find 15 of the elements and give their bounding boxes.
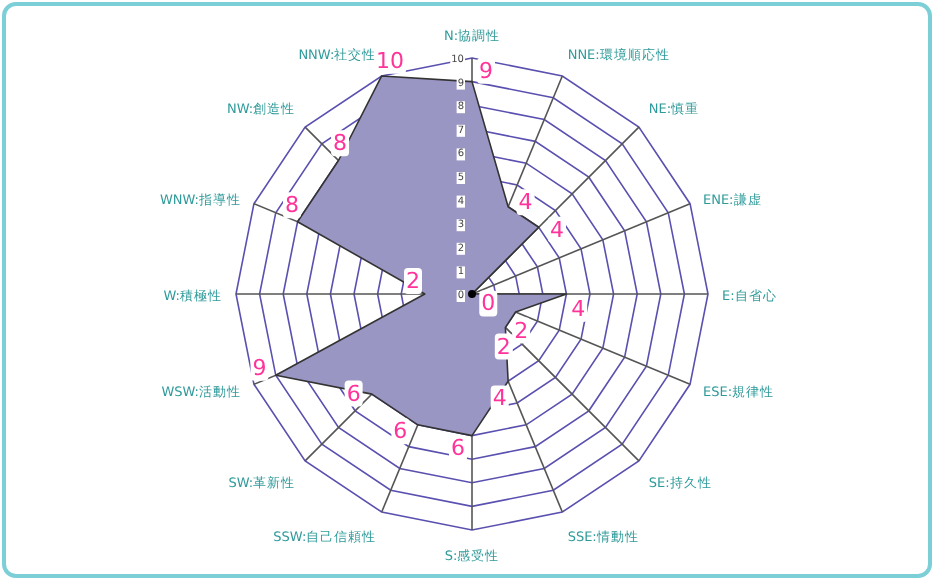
data-label: 0 [481, 290, 496, 317]
data-label: 9 [479, 57, 493, 84]
data-label: 4 [518, 189, 533, 216]
data-label: 2 [406, 268, 420, 294]
data-label: 8 [333, 130, 348, 157]
data-label: 6 [393, 418, 408, 445]
data-label: 4 [571, 296, 586, 322]
data-label: 2 [496, 333, 511, 360]
data-label: 2 [514, 317, 529, 344]
data-label: 10 [376, 47, 405, 74]
data-label: 4 [492, 385, 507, 412]
data-label: 4 [549, 216, 564, 243]
data-label: 8 [285, 192, 300, 219]
data-label: 9 [252, 354, 267, 381]
data-label: 6 [346, 380, 361, 407]
